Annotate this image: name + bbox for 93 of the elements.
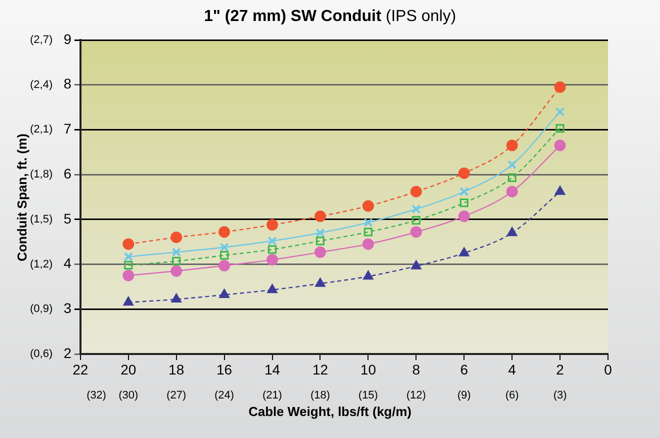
point — [460, 198, 468, 208]
x2-tick-label: (12) — [406, 389, 426, 402]
point — [362, 238, 374, 250]
point — [362, 200, 374, 212]
point — [410, 186, 422, 198]
point — [170, 232, 182, 244]
point — [124, 252, 133, 262]
x-tick-label: 20 — [120, 361, 136, 378]
point — [219, 289, 230, 298]
point — [172, 256, 181, 266]
x2-tick-label: (18) — [310, 389, 330, 402]
y2-tick-label: (1,8) — [30, 168, 53, 181]
y-tick-label: 4 — [64, 255, 72, 272]
point — [508, 173, 516, 182]
point — [410, 226, 422, 238]
point — [412, 204, 421, 214]
point — [508, 160, 517, 170]
y-tick-label: 2 — [64, 344, 72, 361]
y-tick-label: 9 — [64, 30, 72, 47]
point — [218, 226, 230, 238]
x-tick-label: 0 — [604, 361, 612, 378]
point — [316, 236, 325, 246]
chart-subtitle: (IPS only) — [386, 8, 456, 25]
x2-tick-label: (21) — [262, 389, 282, 402]
x2-tick-label: (32) — [86, 389, 106, 402]
x2-tick-label: (3) — [553, 389, 567, 402]
point — [556, 107, 565, 116]
y-tick-label: 5 — [64, 210, 72, 226]
point — [412, 216, 420, 225]
point — [458, 210, 470, 222]
y2-tick-label: (2,4) — [30, 78, 53, 91]
point — [506, 140, 518, 152]
point — [363, 270, 374, 280]
x-tick-label: 2 — [556, 361, 564, 378]
x-tick-label: 22 — [72, 361, 88, 378]
x-axis-title: Cable Weight, lbs/ft (kg/m) — [248, 404, 412, 419]
point — [364, 228, 372, 236]
y2-tick-label: (0,6) — [30, 348, 53, 360]
point — [170, 265, 182, 277]
point — [122, 270, 134, 282]
x-tick-label: 16 — [216, 361, 232, 378]
y2-axis-title: Conduit Span, ft. (m) — [14, 132, 30, 264]
x-tick-label: 6 — [460, 361, 468, 378]
x2-tick-label: (9) — [457, 389, 471, 402]
point — [315, 278, 326, 287]
point — [506, 186, 518, 198]
x2-tick-label: (24) — [214, 389, 234, 402]
x-tick-label: 18 — [168, 361, 184, 378]
point — [554, 140, 566, 152]
point — [554, 81, 566, 93]
x-tick-label: 8 — [412, 361, 420, 378]
point — [266, 254, 278, 266]
x2-tick-label: (6) — [505, 389, 519, 402]
y-tick-label: 8 — [64, 76, 72, 92]
point — [554, 186, 566, 195]
x-tick-label: 12 — [312, 361, 328, 378]
y2-tick-label: (2,1) — [30, 124, 53, 136]
point — [172, 248, 181, 257]
x2-tick-label: (27) — [166, 389, 186, 402]
x-tick-label: 10 — [360, 361, 376, 378]
y2-tick-label: (1,5) — [30, 213, 53, 226]
point — [459, 247, 470, 256]
y2-tick-label: (0,9) — [30, 303, 53, 316]
point — [123, 296, 134, 306]
y-tick-label: 7 — [64, 120, 72, 137]
point — [314, 246, 326, 258]
x-tick-label: 14 — [264, 361, 280, 378]
point — [218, 260, 230, 272]
point — [220, 251, 229, 260]
chart-title: 1" (27 mm) SW Conduit — [204, 8, 382, 25]
point — [316, 228, 325, 238]
point — [411, 260, 422, 270]
point — [122, 238, 134, 250]
x2-tick-label: (30) — [118, 389, 138, 402]
point — [124, 260, 133, 270]
y-tick-label: 6 — [64, 165, 72, 182]
x2-tick-label: (15) — [358, 389, 378, 402]
y-tick-label: 3 — [64, 300, 72, 316]
point — [220, 242, 229, 252]
point — [460, 187, 469, 196]
point — [506, 227, 518, 236]
y2-tick-label: (1,2) — [30, 258, 53, 270]
point — [267, 284, 278, 294]
x-tick-label: 4 — [508, 361, 516, 378]
point — [268, 245, 277, 254]
point — [314, 210, 326, 222]
point — [458, 167, 470, 179]
point — [556, 124, 564, 133]
point — [171, 294, 182, 303]
point — [364, 218, 373, 228]
point — [268, 236, 277, 246]
point — [266, 219, 278, 231]
y2-tick-label: (2,7) — [30, 34, 53, 46]
